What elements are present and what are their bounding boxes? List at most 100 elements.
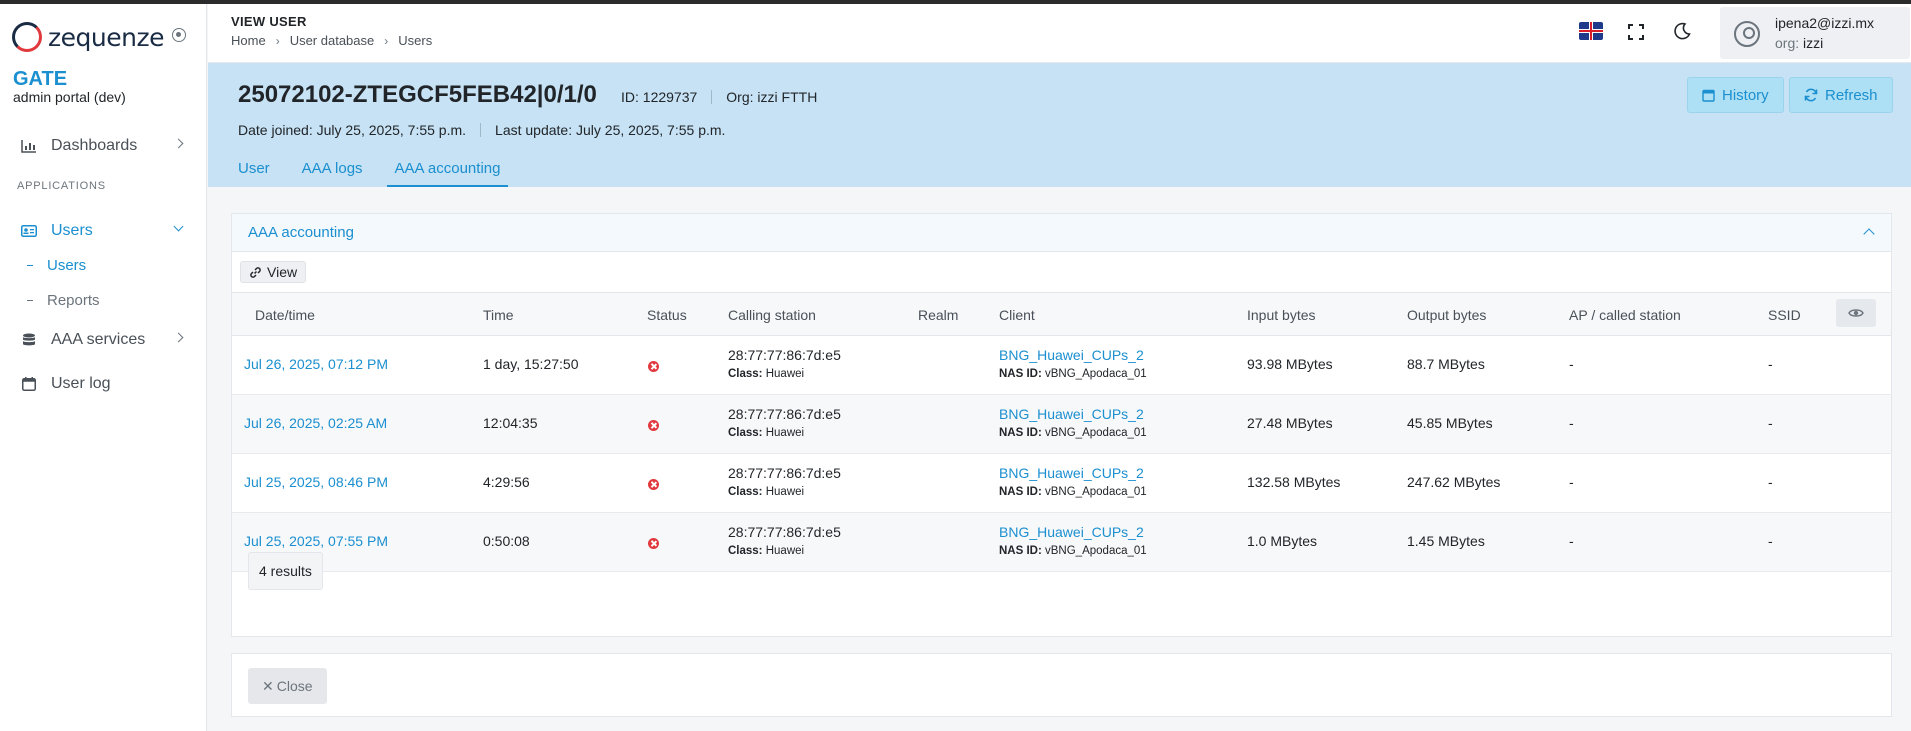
accounting-table: Date/time Time Status Calling station Re… — [232, 292, 1891, 572]
status-error-icon — [648, 538, 659, 549]
row-ap: - — [1569, 533, 1574, 549]
row-output-bytes: 45.85 MBytes — [1407, 415, 1493, 431]
actions-card: ✕ Close — [231, 653, 1892, 717]
row-calling-station: 28:77:77:86:7d:e5 — [728, 347, 841, 363]
column-visibility-button[interactable] — [1836, 299, 1876, 327]
row-ssid: - — [1768, 415, 1773, 431]
avatar-icon — [1734, 21, 1760, 47]
status-error-icon — [648, 361, 659, 372]
user-id: 1229737 — [642, 89, 698, 105]
link-icon — [250, 266, 261, 278]
breadcrumb-home[interactable]: Home — [231, 33, 266, 48]
row-input-bytes: 27.48 MBytes — [1247, 415, 1333, 431]
row-client-link[interactable]: BNG_Huawei_CUPs_2 — [999, 406, 1144, 422]
history-button[interactable]: History — [1687, 77, 1784, 113]
column-header-calling-station[interactable]: Calling station — [728, 307, 816, 323]
row-ssid: - — [1768, 474, 1773, 490]
divider — [711, 90, 713, 104]
tab-user[interactable]: User — [238, 160, 270, 177]
row-datetime-link[interactable]: Jul 26, 2025, 07:12 PM — [244, 356, 388, 372]
table-header: Date/time Time Status Calling station Re… — [232, 292, 1891, 336]
date-joined-label: Date joined: — [238, 122, 313, 138]
column-header-output-bytes[interactable]: Output bytes — [1407, 307, 1487, 323]
user-header-band: 25072102-ZTEGCF5FEB42|0/1/0 ID: 1229737 … — [208, 63, 1911, 187]
row-output-bytes: 88.7 MBytes — [1407, 356, 1485, 372]
last-update: July 25, 2025, 7:55 p.m. — [576, 122, 726, 138]
row-client-link[interactable]: BNG_Huawei_CUPs_2 — [999, 465, 1144, 481]
tab-aaa-accounting[interactable]: AAA accounting — [386, 157, 509, 187]
sidebar-subitem-reports[interactable]: Reports — [0, 286, 206, 314]
sidebar-subitem-users[interactable]: Users — [0, 251, 206, 279]
row-datetime-link[interactable]: Jul 26, 2025, 02:25 AM — [244, 415, 388, 431]
id-card-icon — [21, 224, 37, 238]
sidebar-item-dashboards[interactable]: Dashboards — [0, 128, 206, 164]
row-datetime-link[interactable]: Jul 25, 2025, 08:46 PM — [244, 474, 388, 490]
user-org-value: izzi FTTH — [757, 89, 818, 105]
row-ap: - — [1569, 415, 1574, 431]
sidebar-subitem-label: Reports — [47, 291, 100, 309]
tab-aaa-logs[interactable]: AAA logs — [301, 160, 363, 177]
table-row: Jul 25, 2025, 07:55 PM 0:50:08 28:77:77:… — [232, 513, 1891, 572]
results-count: 4 results — [248, 552, 323, 590]
logo-text: zequenze — [48, 22, 164, 52]
sidebar-item-label: Dashboards — [51, 137, 138, 154]
row-nas-id: NAS ID: vBNG_Apodaca_01 — [999, 545, 1147, 557]
view-button[interactable]: View — [240, 261, 307, 283]
breadcrumb-users[interactable]: Users — [398, 33, 433, 48]
refresh-button[interactable]: Refresh — [1789, 77, 1893, 113]
fullscreen-icon[interactable] — [1628, 24, 1644, 40]
row-input-bytes: 132.58 MBytes — [1247, 474, 1341, 490]
row-class: Class: Huawei — [728, 427, 805, 439]
user-menu[interactable]: ipena2@izzi.mx org: izzi — [1720, 7, 1910, 59]
last-update-label: Last update: — [495, 122, 573, 138]
status-error-icon — [648, 420, 659, 431]
row-ap: - — [1569, 474, 1574, 490]
page-title: VIEW USER — [231, 14, 307, 29]
row-time: 1 day, 15:27:50 — [483, 356, 579, 372]
pin-sidebar-icon[interactable] — [172, 28, 186, 42]
breadcrumb-separator-icon: › — [384, 33, 389, 48]
row-nas-id: NAS ID: vBNG_Apodaca_01 — [999, 427, 1147, 439]
column-header-input-bytes[interactable]: Input bytes — [1247, 307, 1316, 323]
row-time: 0:50:08 — [483, 533, 530, 549]
id-label: ID: — [621, 89, 639, 105]
user-dates: Date joined: July 25, 2025, 7:55 p.m. La… — [238, 122, 725, 138]
row-datetime-link[interactable]: Jul 25, 2025, 07:55 PM — [244, 533, 388, 549]
dark-mode-moon-icon[interactable] — [1673, 22, 1691, 40]
breadcrumb-user-database[interactable]: User database — [289, 33, 375, 48]
column-header-time[interactable]: Time — [483, 307, 514, 323]
row-output-bytes: 1.45 MBytes — [1407, 533, 1485, 549]
sidebar-item-user-log[interactable]: User log — [0, 366, 206, 402]
chevron-right-icon — [173, 332, 184, 343]
column-header-client[interactable]: Client — [999, 307, 1035, 323]
uk-flag-icon[interactable] — [1579, 22, 1603, 40]
column-header-realm[interactable]: Realm — [918, 307, 959, 323]
sidebar-item-aaa-services[interactable]: AAA services — [0, 322, 206, 358]
chevron-down-icon — [173, 221, 184, 232]
user-tabs: User AAA logs AAA accounting — [230, 157, 524, 187]
table-row: Jul 26, 2025, 02:25 AM 12:04:35 28:77:77… — [232, 395, 1891, 454]
org-label: Org: — [726, 89, 754, 105]
close-label: Close — [276, 678, 313, 694]
column-header-status[interactable]: Status — [647, 307, 687, 323]
logo[interactable]: zequenze — [12, 22, 164, 52]
column-header-ssid[interactable]: SSID — [1768, 307, 1801, 323]
top-header: VIEW USER Home › User database › Users i… — [208, 4, 1911, 63]
sidebar-item-users[interactable]: Users — [0, 213, 206, 249]
row-client-link[interactable]: BNG_Huawei_CUPs_2 — [999, 524, 1144, 540]
chevron-up-icon[interactable] — [1863, 228, 1875, 240]
column-header-datetime[interactable]: Date/time — [255, 307, 315, 323]
section-label: APPLICATIONS — [17, 180, 106, 192]
column-header-ap-called-station[interactable]: AP / called station — [1569, 307, 1681, 323]
close-button[interactable]: ✕ Close — [248, 668, 327, 704]
card-header[interactable]: AAA accounting — [232, 214, 1891, 252]
row-input-bytes: 1.0 MBytes — [1247, 533, 1318, 549]
row-client-link[interactable]: BNG_Huawei_CUPs_2 — [999, 347, 1144, 363]
row-ap: - — [1569, 356, 1574, 372]
calendar-icon — [1702, 89, 1715, 102]
dash-icon — [27, 299, 33, 301]
row-ssid: - — [1768, 533, 1773, 549]
sidebar-item-label: Users — [51, 222, 93, 239]
calendar-icon — [21, 377, 37, 391]
row-class: Class: Huawei — [728, 486, 805, 498]
